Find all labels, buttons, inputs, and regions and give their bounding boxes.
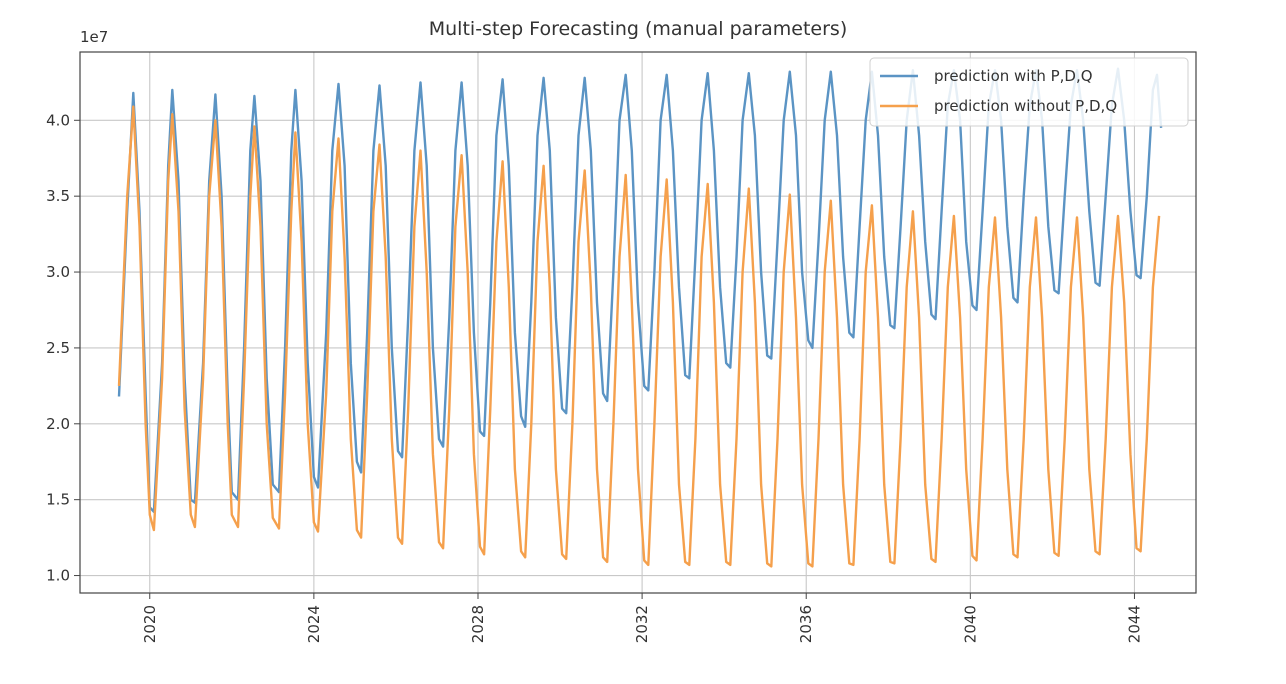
grid-lines: [80, 52, 1196, 593]
y-tick-label: 2.5: [46, 339, 70, 357]
series-line-2: [117, 105, 1161, 568]
axis-ticks: 2020 2024 2028 2032 2036 2040 2044 1.0 1.5 2.0 2.5…: [46, 111, 1143, 643]
legend: prediction with P,D,Q prediction without …: [869, 57, 1189, 127]
x-tick-label: 2032: [633, 605, 651, 643]
x-tick-label: 2028: [469, 605, 487, 643]
y-tick-label: 3.5: [46, 187, 70, 205]
plot-frame: [79, 51, 1197, 594]
x-tick-label: 2044: [1125, 605, 1143, 643]
y-tick-label: 1.0: [46, 567, 70, 585]
legend-label: prediction with P,D,Q: [934, 67, 1093, 85]
x-tick-label: 2024: [305, 605, 323, 643]
y-tick-label: 1.5: [46, 491, 70, 509]
y-tick-label: 2.0: [46, 415, 70, 433]
x-tick-label: 2040: [961, 605, 979, 643]
legend-box: [869, 57, 1189, 127]
x-tick-label: 2020: [141, 605, 159, 643]
y-tick-label: 3.0: [46, 263, 70, 281]
y-offset-label: 1e7: [80, 28, 108, 46]
chart-title: Multi-step Forecasting (manual parameter…: [429, 18, 847, 40]
y-tick-label: 4.0: [46, 111, 70, 129]
legend-label: prediction without P,D,Q: [934, 97, 1117, 115]
x-tick-label: 2036: [797, 605, 815, 643]
